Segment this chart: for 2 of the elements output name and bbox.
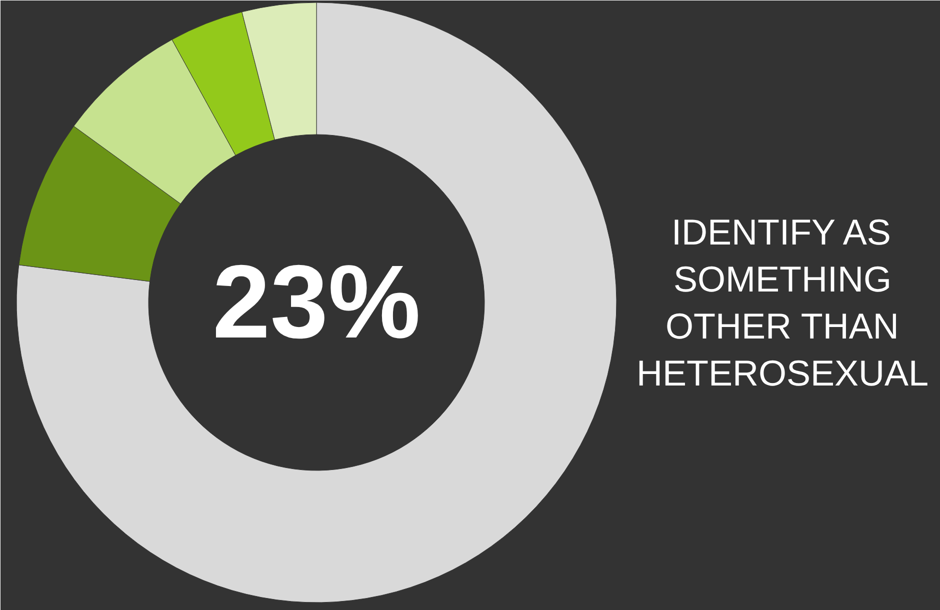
text: IDENTIFY AS SOMETHING OTHER THAN HETEROSEXUAL	[636, 212, 929, 394]
text: 23%	[212, 244, 421, 360]
